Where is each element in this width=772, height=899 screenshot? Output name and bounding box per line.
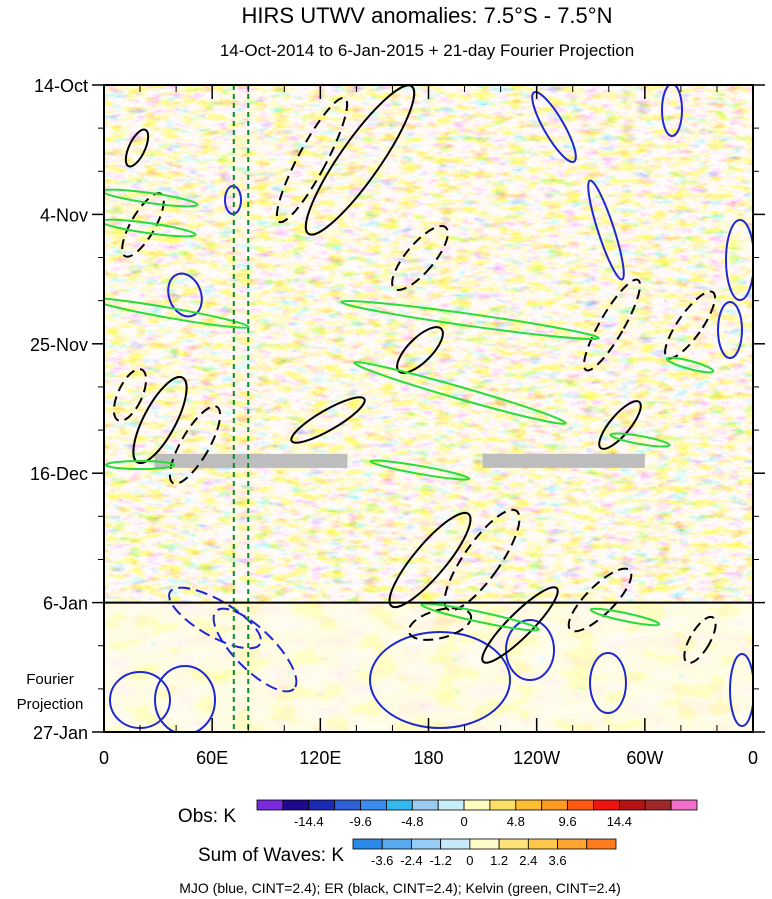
mjo-contours: [109, 85, 753, 732]
obs-colorbar-tick-label: -9.6: [349, 814, 371, 829]
y-tick-label: 6-Jan: [43, 594, 88, 614]
waves-colorbar-swatch: [586, 838, 617, 850]
obs-colorbar-swatch: [463, 799, 491, 811]
waves-colorbar: Sum of Waves: K -3.6 -2.4 -1.2 0 1.2 2.4 3.6: [198, 838, 617, 868]
projection-label-line2: Projection: [17, 696, 84, 713]
y-tick-label: 14-Oct: [34, 76, 88, 96]
chart-subtitle: 14-Oct-2014 to 6-Jan-2015 + 21-day Fouri…: [220, 41, 634, 60]
waves-colorbar-swatch: [440, 838, 471, 850]
waves-colorbar-swatch: [352, 838, 383, 850]
x-tick-label: 120W: [513, 748, 560, 768]
x-tick-label: 60E: [196, 748, 228, 768]
x-tick-label: 0: [99, 748, 109, 768]
obs-colorbar-label: Obs: K: [178, 806, 236, 827]
obs-colorbar-swatch: [308, 799, 336, 811]
x-tick-label: 60W: [626, 748, 663, 768]
axis-ticks: 0 60E 120E 180 120W 60W 0 14-Oct 4-Nov 25-Nov 16-D…: [30, 76, 765, 768]
obs-colorbar-swatch: [593, 799, 620, 811]
obs-colorbar-tick-label: -14.4: [294, 814, 324, 829]
obs-colorbar-swatch: [541, 799, 568, 811]
waves-colorbar-swatch: [527, 838, 558, 850]
projection-label-line1: Fourier: [26, 671, 74, 688]
obs-colorbar-swatch: [670, 799, 698, 811]
obs-colorbar-swatch: [567, 799, 594, 811]
plot-area: [104, 85, 753, 732]
waves-colorbar-swatch: [557, 838, 588, 850]
obs-colorbar-swatch: [282, 799, 310, 811]
obs-colorbar-swatch: [334, 799, 361, 811]
obs-colorbar-swatch: [644, 799, 672, 811]
x-tick-label: 120E: [299, 748, 341, 768]
obs-colorbar-swatch: [360, 799, 387, 811]
missing-data-band: [482, 453, 645, 468]
waves-colorbar-swatch: [411, 838, 442, 850]
chart-title: HIRS UTWV anomalies: 7.5°S - 7.5°N: [242, 3, 613, 28]
projected-field: [104, 604, 753, 732]
obs-colorbar-swatch: [411, 799, 439, 811]
waves-colorbar-tick-label: -3.6: [371, 853, 393, 868]
obs-colorbar-swatch: [489, 799, 517, 811]
obs-colorbar-swatch: [386, 799, 413, 811]
kelvin-contours: [104, 188, 715, 632]
obs-colorbar-tick-label: 0: [460, 814, 467, 829]
obs-colorbar-tick-label: 9.6: [559, 814, 577, 829]
obs-colorbar-tick-label: 14.4: [607, 814, 632, 829]
waves-colorbar-tick-label: 1.2: [490, 853, 508, 868]
obs-colorbar-swatch: [256, 799, 284, 811]
waves-colorbar-swatch: [498, 838, 529, 850]
obs-colorbar-swatch: [618, 799, 646, 811]
obs-colorbar-tick-label: -4.8: [401, 814, 423, 829]
wave-legend: MJO (blue, CINT=2.4); ER (black, CINT=2.…: [179, 880, 621, 896]
waves-colorbar-tick-label: 0: [466, 853, 473, 868]
observed-field: [104, 85, 753, 604]
waves-colorbar-tick-label: -2.4: [400, 853, 422, 868]
obs-colorbar-swatch: [437, 799, 465, 811]
waves-colorbar-tick-label: -1.2: [429, 853, 451, 868]
x-tick-label: 180: [413, 748, 443, 768]
y-tick-label: 27-Jan: [33, 723, 88, 743]
y-tick-label: 25-Nov: [30, 335, 88, 355]
waves-colorbar-tick-label: 2.4: [519, 853, 537, 868]
waves-colorbar-swatch: [469, 838, 500, 850]
waves-colorbar-label: Sum of Waves: K: [198, 845, 344, 866]
y-tick-label: 16-Dec: [30, 464, 88, 484]
obs-colorbar: Obs: K -14.4 -9.6 -4.8 0 4.8 9.6 14.4: [178, 799, 698, 829]
y-tick-label: 4-Nov: [40, 205, 88, 225]
waves-colorbar-swatch: [381, 838, 412, 850]
x-tick-label: 0: [748, 748, 758, 768]
obs-colorbar-tick-label: 4.8: [507, 814, 525, 829]
waves-colorbar-tick-label: 3.6: [549, 853, 567, 868]
missing-data-band: [154, 453, 348, 468]
obs-colorbar-swatch: [515, 799, 543, 811]
